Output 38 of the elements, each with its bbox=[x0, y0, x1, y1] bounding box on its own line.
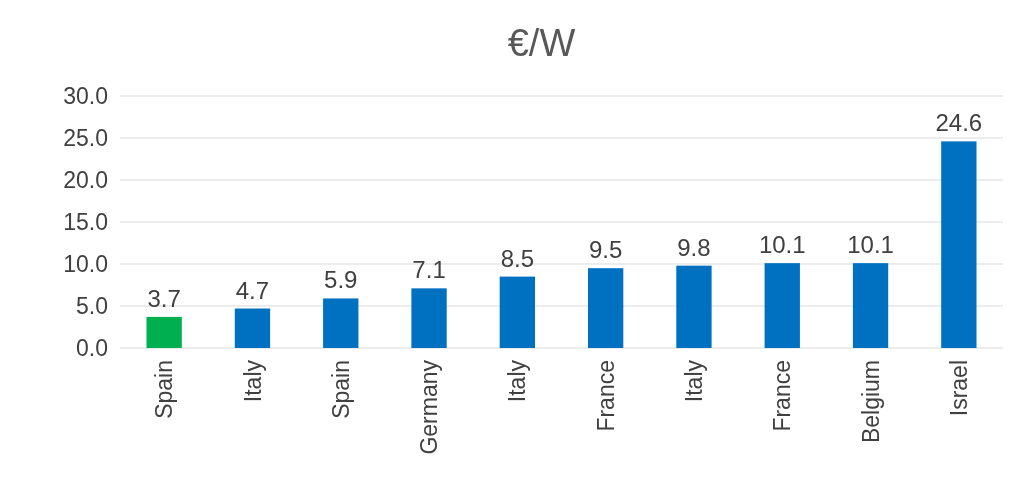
y-tick-label: 15.0 bbox=[63, 209, 108, 236]
y-tick-label: 0.0 bbox=[76, 335, 108, 362]
data-label: 24.6 bbox=[935, 109, 983, 137]
x-tick-label: Germany bbox=[416, 359, 443, 455]
x-tick-label: Italy bbox=[239, 359, 266, 403]
bar bbox=[234, 308, 271, 348]
y-tick-label: 5.0 bbox=[76, 293, 108, 320]
data-label: 8.5 bbox=[500, 244, 535, 272]
data-label: 9.5 bbox=[588, 236, 623, 264]
bar bbox=[499, 276, 536, 348]
bar bbox=[941, 141, 977, 348]
bar bbox=[146, 316, 182, 348]
chart-title: €/W bbox=[507, 22, 576, 64]
bar bbox=[411, 288, 447, 348]
y-tick-label: 30.0 bbox=[63, 83, 108, 110]
data-label: 5.9 bbox=[324, 266, 358, 294]
bar bbox=[764, 263, 800, 348]
x-tick-label: Italy bbox=[504, 359, 531, 403]
x-tick-label: Spain bbox=[151, 360, 178, 419]
bar bbox=[852, 263, 889, 348]
data-label: 9.8 bbox=[677, 233, 711, 261]
y-tick-label: 10.0 bbox=[63, 251, 108, 278]
bar bbox=[676, 265, 712, 348]
data-label: 3.7 bbox=[147, 284, 181, 312]
data-label: 7.1 bbox=[412, 256, 446, 284]
x-tick-label: France bbox=[592, 360, 619, 432]
y-tick-label: 20.0 bbox=[63, 167, 108, 194]
data-label: 4.7 bbox=[235, 276, 270, 304]
y-tick-label: 25.0 bbox=[63, 125, 108, 152]
bar bbox=[323, 298, 359, 348]
x-tick-label: Spain bbox=[327, 360, 354, 419]
data-label: 10.1 bbox=[847, 231, 894, 259]
x-tick-label: Italy bbox=[681, 359, 707, 403]
bar bbox=[587, 268, 624, 348]
data-label: 10.1 bbox=[758, 231, 806, 259]
x-tick-label: Belgium bbox=[857, 360, 884, 444]
x-tick-label: France bbox=[769, 360, 796, 432]
x-tick-label: Israel bbox=[945, 360, 972, 417]
